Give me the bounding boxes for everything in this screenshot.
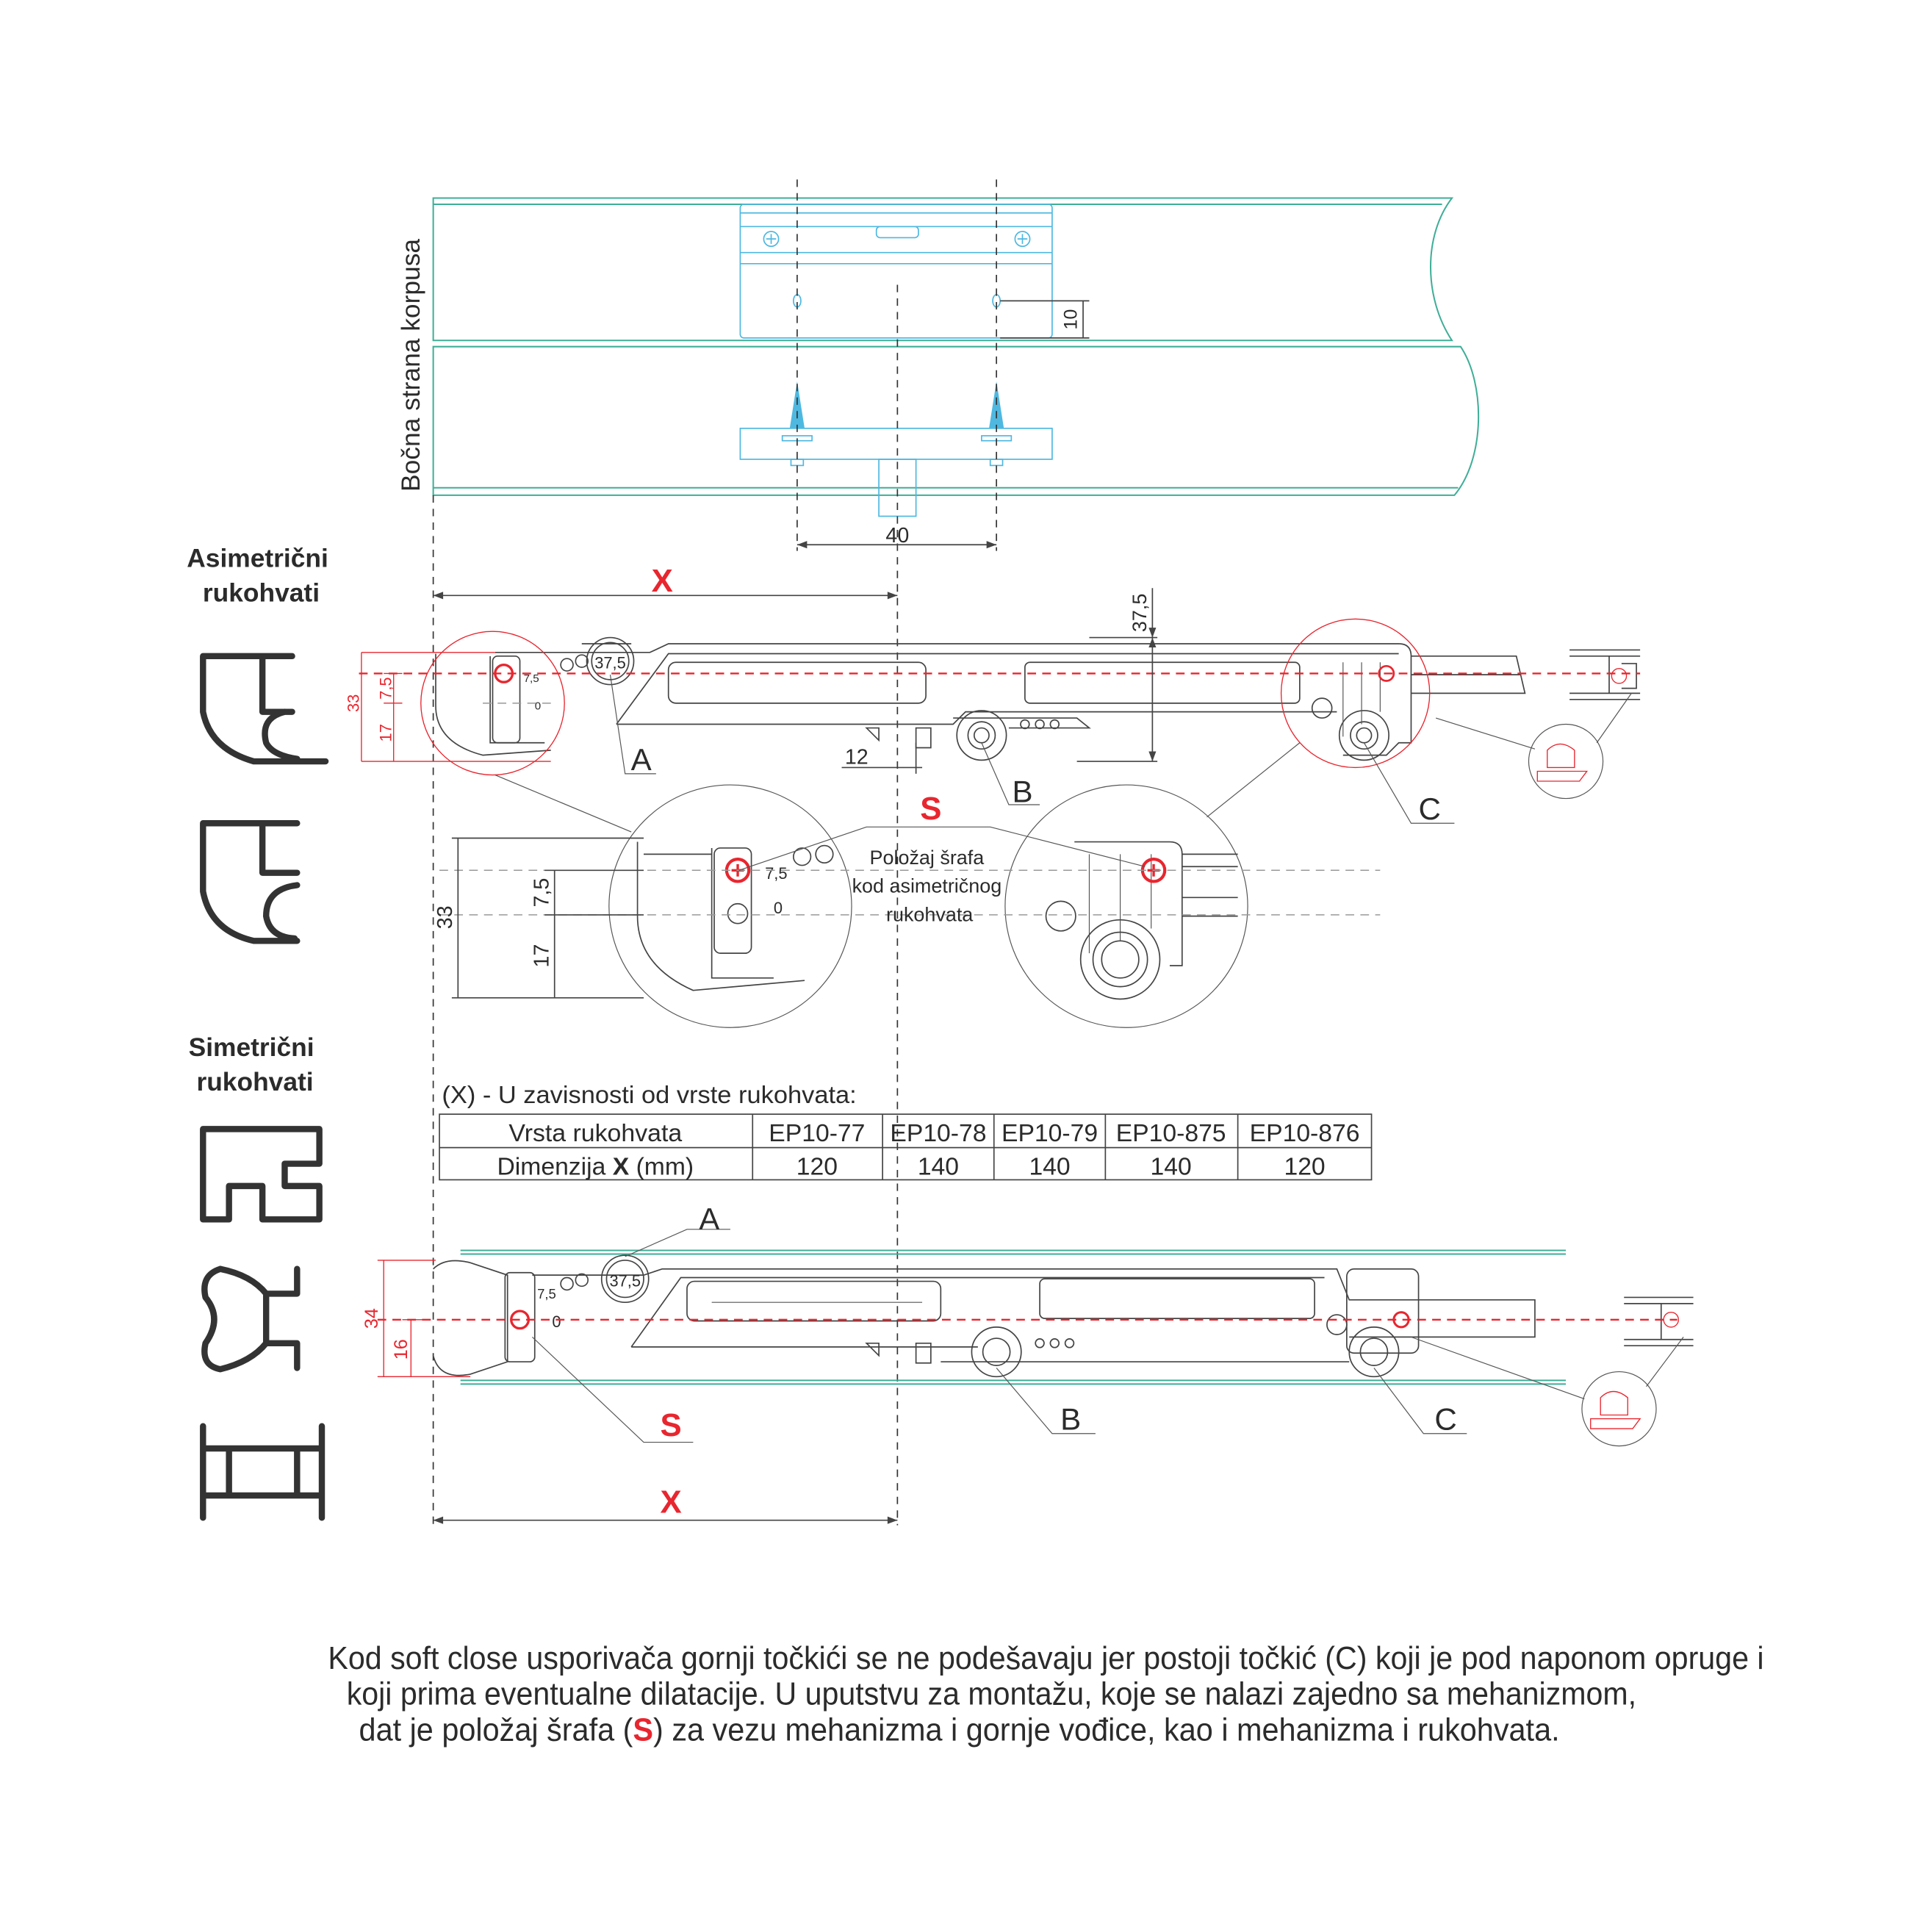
row-header-type: Vrsta rukohvata	[508, 1120, 682, 1147]
dim-40: 40	[885, 524, 909, 547]
symmetric-handles-heading: Simetrični rukohvati	[189, 1033, 322, 1096]
dim-7-5-symmetric: 7,5	[537, 1286, 556, 1301]
dim-x-asymmetric: X	[652, 563, 673, 599]
roller-diameter-a: 37,5	[594, 654, 626, 672]
screw-position-marker	[1378, 664, 1395, 682]
dim-7-5-asymmetric: 7,5	[376, 677, 395, 699]
dim-37-5: 37,5	[1129, 594, 1151, 632]
screw-head-icon	[1014, 231, 1031, 248]
column-ep10-77: EP10-77	[769, 1120, 865, 1147]
label-b-symmetric: B	[1060, 1402, 1081, 1437]
symmetric-handle-profile-1	[200, 1126, 323, 1223]
dim-34-symmetric: 34	[362, 1308, 382, 1329]
label-s-detail: S	[920, 791, 941, 827]
paragraph-line-3: dat je položaj šrafa (S) za vezu mehaniz…	[359, 1712, 1560, 1748]
dim-33-detail: 33	[434, 905, 457, 929]
roller-b	[971, 1326, 1022, 1378]
screw-position-note: Položaj šrafa kod asimetričnog rukohvata	[852, 847, 1007, 925]
value-ep10-79: 140	[1029, 1154, 1070, 1181]
top-guide-bracket	[739, 204, 1053, 339]
dim-0-detail: 0	[774, 899, 783, 917]
dim-7-5-detail-left: 7,5	[530, 878, 553, 908]
symmetric-handle-profile-2	[201, 1265, 301, 1373]
detail-circle-left: 7,5 0	[608, 784, 852, 1028]
dim-17-asymmetric: 17	[376, 724, 395, 741]
value-ep10-875: 140	[1151, 1154, 1192, 1181]
label-a-symmetric: A	[699, 1202, 719, 1236]
dim-17-detail: 17	[530, 944, 553, 968]
roller-c	[1348, 1326, 1400, 1378]
label-a-asymmetric: A	[631, 742, 652, 777]
asymmetric-mechanism: 7,5 0 37,5	[420, 618, 1526, 776]
asymmetric-handle-profile-1	[200, 653, 329, 765]
handle-end-profile-icon	[1435, 649, 1641, 800]
roller-a	[600, 1254, 650, 1304]
column-ep10-78: EP10-78	[890, 1120, 986, 1147]
value-ep10-78: 140	[918, 1154, 959, 1181]
screw-head-icon	[763, 231, 780, 248]
dim-7-5-detail: 7,5	[765, 864, 787, 883]
roller-diameter-a-symmetric: 37,5	[609, 1271, 641, 1290]
label-c-symmetric: C	[1434, 1402, 1456, 1437]
handle-end-profile-icon	[1411, 1296, 1694, 1447]
dim-0-small: 0	[535, 700, 541, 712]
explanatory-paragraph: Kod soft close usporivača gornji točkići…	[328, 1640, 1763, 1748]
dim-33-asymmetric: 33	[345, 694, 363, 712]
dim-x-symmetric: X	[660, 1484, 681, 1520]
dim-7-5-small: 7,5	[524, 672, 539, 685]
paragraph-line-1: Kod soft close usporivača gornji točkići…	[328, 1640, 1763, 1676]
table-caption: (X) - U zavisnosti od vrste rukohvata:	[442, 1082, 856, 1109]
symmetric-mechanism: 37,5 7,5 0	[432, 1254, 1536, 1378]
handle-dimension-table: Vrsta rukohvata Dimenzija X (mm) EP10-77…	[439, 1113, 1373, 1181]
label-b-asymmetric: B	[1012, 775, 1032, 809]
label-s-symmetric: S	[660, 1407, 681, 1443]
asymmetric-handles-heading: Asimetrični rukohvati	[187, 545, 335, 608]
dim-16-symmetric: 16	[391, 1339, 411, 1360]
value-ep10-876: 120	[1284, 1154, 1325, 1181]
asymmetric-handle-profile-2	[200, 820, 301, 944]
value-ep10-77: 120	[797, 1154, 838, 1181]
cabinet-side-panel	[432, 197, 1480, 496]
lower-guide-bracket	[739, 381, 1053, 517]
label-c-asymmetric: C	[1419, 791, 1441, 826]
column-ep10-79: EP10-79	[1002, 1120, 1098, 1147]
dim-0-symmetric: 0	[552, 1312, 561, 1331]
roller-c	[1338, 710, 1389, 761]
detail-circle-right	[1004, 784, 1248, 1028]
symmetric-handle-profile-3	[200, 1423, 326, 1521]
side-panel-label: Bočna strana korpusa	[397, 239, 425, 492]
paragraph-line-2: koji prima eventualne dilatacije. U uput…	[347, 1676, 1636, 1712]
column-ep10-875: EP10-875	[1116, 1120, 1226, 1147]
dim-10: 10	[1061, 309, 1082, 330]
row-header-dimension: Dimenzija X (mm)	[497, 1154, 694, 1181]
roller-a	[586, 636, 635, 686]
dim-12: 12	[845, 745, 869, 769]
column-ep10-876: EP10-876	[1250, 1120, 1360, 1147]
